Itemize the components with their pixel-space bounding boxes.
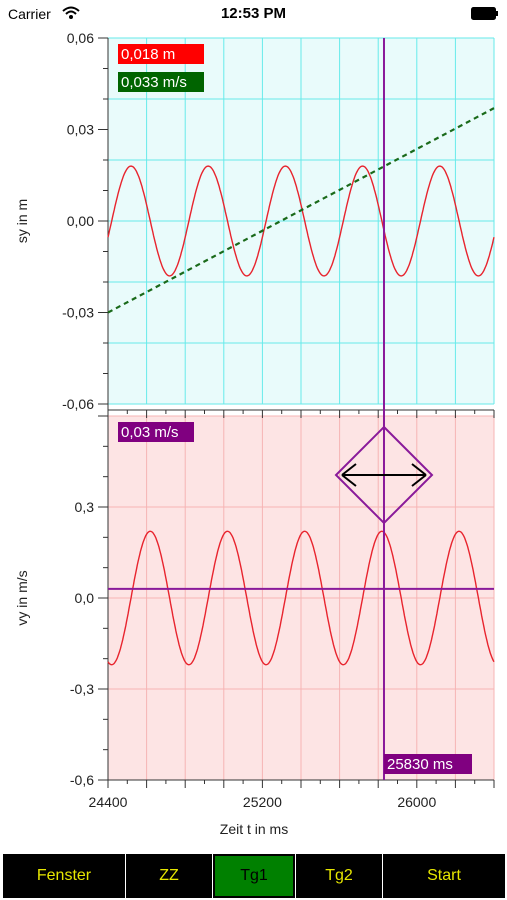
x-tick-label: 26000	[397, 794, 436, 810]
mean-velocity-readout-bg	[118, 422, 194, 442]
top-y-tick-label: 0,00	[67, 213, 94, 229]
bottom-y-tick-label: 0,0	[75, 590, 95, 606]
fenster-button[interactable]: Fenster	[3, 854, 125, 898]
sy-series-line	[107, 165, 495, 277]
plot-area[interactable]: 0,06 0,03 0,00 -0,03 -0,06 0,3 0,0 -0,3 -0,6 2440…	[0, 28, 507, 848]
vy-slope-readout: 0,033 m/s	[121, 74, 187, 91]
sy-readout-bg	[118, 44, 204, 64]
bottom-toolbar: Fenster ZZ Tg1 Tg2 Start	[0, 852, 507, 900]
double-arrow-icon	[341, 463, 427, 487]
sy-fit-dashed-line	[107, 107, 495, 314]
wifi-icon	[62, 6, 80, 19]
cursor-drag-handle[interactable]	[334, 425, 434, 525]
drag-handle-diamond	[334, 425, 434, 525]
carrier-label: Carrier	[8, 6, 51, 22]
zz-button[interactable]: ZZ	[126, 854, 212, 898]
top-y-axis-label: sy in m	[14, 199, 30, 243]
x-axis-label: Zeit t in ms	[220, 821, 288, 837]
vy-slope-readout-bg	[118, 72, 204, 92]
bottom-y-axis-label: vy in m/s	[14, 570, 30, 625]
start-button[interactable]: Start	[383, 854, 505, 898]
top-y-tick-label: -0,03	[62, 305, 94, 321]
cursor-time-readout-bg	[384, 754, 472, 774]
top-y-tick-label: -0,06	[62, 396, 94, 412]
battery-icon	[471, 7, 498, 20]
bottom-y-tick-label: 0,3	[75, 499, 95, 515]
x-tick-label: 25200	[243, 794, 282, 810]
tg1-button[interactable]: Tg1	[213, 854, 295, 898]
clock: 12:53 PM	[220, 5, 287, 22]
vy-series-line	[107, 530, 495, 666]
tg2-button[interactable]: Tg2	[296, 854, 382, 898]
top-y-tick-label: 0,06	[67, 30, 94, 46]
x-tick-label: 24400	[89, 794, 128, 810]
bottom-y-tick-label: -0,6	[70, 772, 94, 788]
cursor-time-readout: 25830 ms	[387, 756, 453, 773]
status-bar: Carrier 12:53 PM	[0, 0, 507, 28]
bottom-y-tick-label: -0,3	[70, 681, 94, 697]
sy-readout: 0,018 m	[121, 46, 175, 63]
mean-velocity-readout: 0,03 m/s	[121, 424, 179, 441]
top-y-tick-label: 0,03	[67, 122, 94, 138]
